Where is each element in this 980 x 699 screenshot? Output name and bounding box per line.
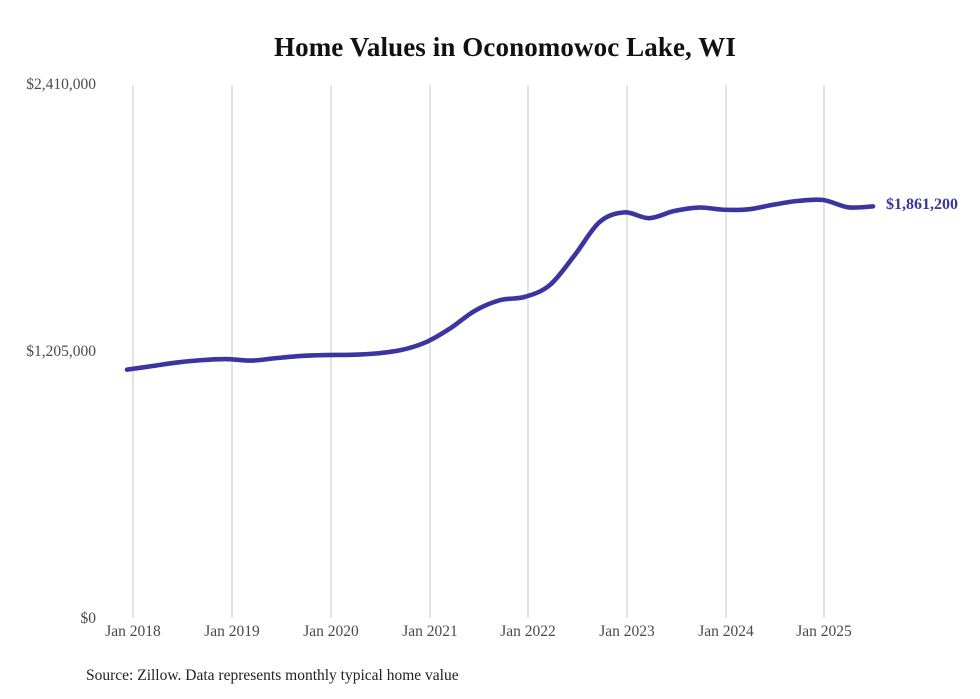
x-tick-label-7: Jan 2025	[796, 623, 852, 640]
x-tick-label-1: Jan 2019	[204, 623, 260, 640]
x-tick-label-0: Jan 2018	[105, 623, 161, 640]
x-tick-label-2: Jan 2020	[303, 623, 359, 640]
x-tick-label-5: Jan 2023	[599, 623, 655, 640]
x-tick-label-3: Jan 2021	[402, 623, 458, 640]
chart-title: Home Values in Oconomowoc Lake, WI	[274, 32, 736, 62]
end-of-line-value-annotation: $1,861,200	[886, 196, 958, 214]
source-note: Source: Zillow. Data represents monthly …	[86, 667, 459, 684]
y-tick-label-0: $2,410,000	[26, 76, 96, 93]
x-tick-label-4: Jan 2022	[500, 623, 556, 640]
data-line-path	[124, 197, 876, 372]
x-tick-label-6: Jan 2024	[698, 623, 754, 640]
y-tick-label-2: $0	[80, 610, 97, 627]
y-tick-label-1: $1,205,000	[26, 343, 96, 360]
